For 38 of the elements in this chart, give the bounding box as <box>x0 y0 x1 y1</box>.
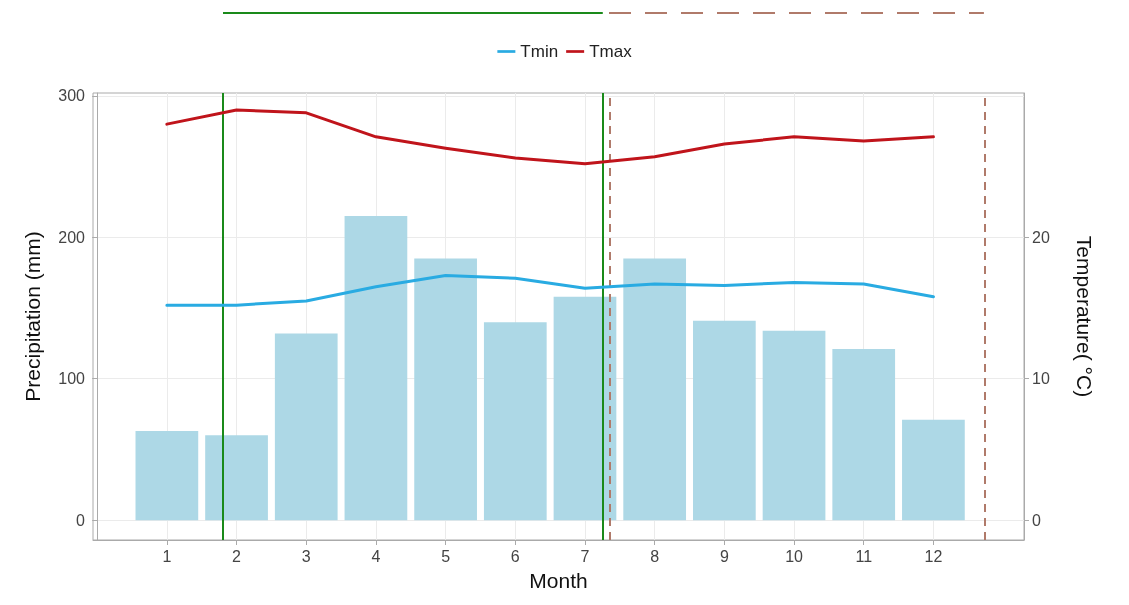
legend-label: Tmin <box>520 42 559 61</box>
x-tick-label: 7 <box>580 547 590 565</box>
bar <box>135 431 199 521</box>
x-tick-label: 2 <box>232 547 242 565</box>
line-series <box>165 108 935 166</box>
x-tick-label: 10 <box>785 547 804 565</box>
bar <box>832 349 896 521</box>
x-axis-title: Month <box>529 569 588 592</box>
y-tick-label: 300 <box>58 87 86 105</box>
y2-tick-label: 0 <box>1032 511 1041 529</box>
line-series <box>165 273 935 307</box>
x-tick-label: 12 <box>924 547 943 565</box>
bar <box>205 435 268 521</box>
bar <box>274 333 338 521</box>
bar <box>623 258 687 521</box>
bar <box>414 258 477 521</box>
x-tick-label: 9 <box>719 547 729 565</box>
legend-label: Tmax <box>589 42 633 61</box>
x-tick-label: 11 <box>855 547 873 565</box>
bar <box>553 296 617 521</box>
bar <box>902 419 965 521</box>
y-tick-label: 100 <box>58 370 86 388</box>
x-tick-label: 1 <box>162 547 172 565</box>
bar <box>692 320 756 521</box>
y2-tick-label: 10 <box>1032 370 1050 388</box>
x-tick-label: 8 <box>650 547 660 565</box>
y-tick-label: 0 <box>76 511 86 529</box>
x-tick-label: 4 <box>371 547 381 565</box>
x-tick-label: 6 <box>510 547 520 565</box>
x-tick-label: 5 <box>441 547 451 565</box>
bar <box>762 330 826 521</box>
y-axis-title: Precipitation (mm) <box>21 231 44 402</box>
y2-tick-label: 20 <box>1032 228 1050 246</box>
bar <box>344 216 408 521</box>
x-tick-label: 3 <box>301 547 311 565</box>
y2-axis-title: Temperature( °C) <box>1073 235 1096 398</box>
bar <box>483 322 547 521</box>
y-tick-label: 200 <box>58 228 86 246</box>
